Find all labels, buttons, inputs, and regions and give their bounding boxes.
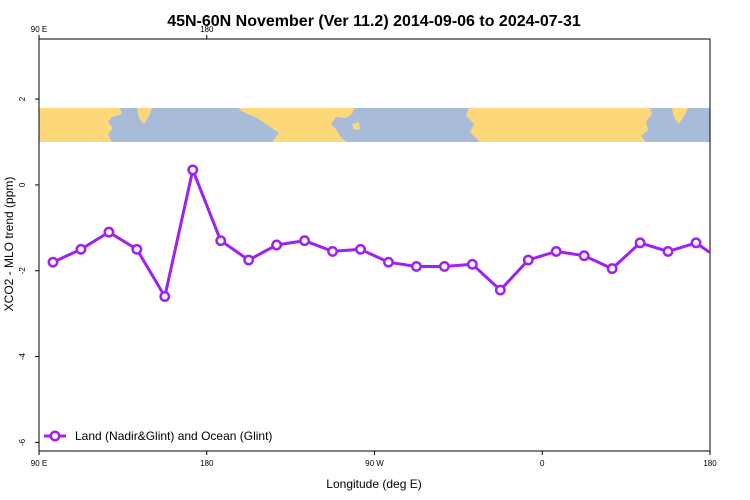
data-point <box>49 258 57 266</box>
data-point <box>244 256 252 264</box>
data-point <box>105 228 113 236</box>
series-line <box>53 170 750 297</box>
legend-marker <box>51 432 59 440</box>
data-point <box>412 262 420 270</box>
data-point <box>692 239 700 247</box>
y-tick-label: -2 <box>18 267 27 275</box>
x-top-tick-label: 180 <box>200 25 214 34</box>
y-tick-label: -6 <box>18 438 27 446</box>
data-point <box>189 166 197 174</box>
data-point <box>77 245 85 253</box>
map-strip <box>39 108 710 142</box>
data-point <box>524 256 532 264</box>
map-land-europe <box>466 108 652 142</box>
chart-title: 45N-60N November (Ver 11.2) 2014-09-06 t… <box>167 13 581 30</box>
data-point <box>133 245 141 253</box>
axes: 90 E 180 90 W 0 180 90 E 180 2 0 -2 -4 -6 <box>18 25 717 468</box>
data-point <box>328 247 336 255</box>
x-axis-label: Longitude (deg E) <box>326 477 421 491</box>
data-point <box>300 237 308 245</box>
data-point <box>580 252 588 260</box>
y-tick-label: 0 <box>18 182 27 187</box>
data-point <box>664 247 672 255</box>
x-tick-label: 90 E <box>31 459 47 468</box>
data-point <box>272 241 280 249</box>
data-point <box>384 258 392 266</box>
legend: Land (Nadir&Glint) and Ocean (Glint) <box>44 429 272 443</box>
y-tick-label: 2 <box>18 96 27 101</box>
series-layer <box>49 166 750 301</box>
x-tick-label: 90 W <box>365 459 384 468</box>
y-axis-label: XCO2 - MLO trend (ppm) <box>2 177 16 312</box>
x-tick-label: 180 <box>703 459 717 468</box>
data-point <box>496 286 504 294</box>
y-tick-label: -4 <box>18 352 27 360</box>
data-point <box>440 262 448 270</box>
data-point <box>217 237 225 245</box>
data-point <box>161 292 169 300</box>
data-point <box>720 258 728 266</box>
data-point <box>356 245 364 253</box>
data-point <box>636 239 644 247</box>
data-point <box>552 247 560 255</box>
legend-label: Land (Nadir&Glint) and Ocean (Glint) <box>75 429 272 443</box>
x-tick-label: 0 <box>540 459 545 468</box>
data-point <box>608 264 616 272</box>
x-top-tick-label: 90 E <box>31 25 47 34</box>
x-tick-label: 180 <box>200 459 214 468</box>
data-point <box>468 260 476 268</box>
